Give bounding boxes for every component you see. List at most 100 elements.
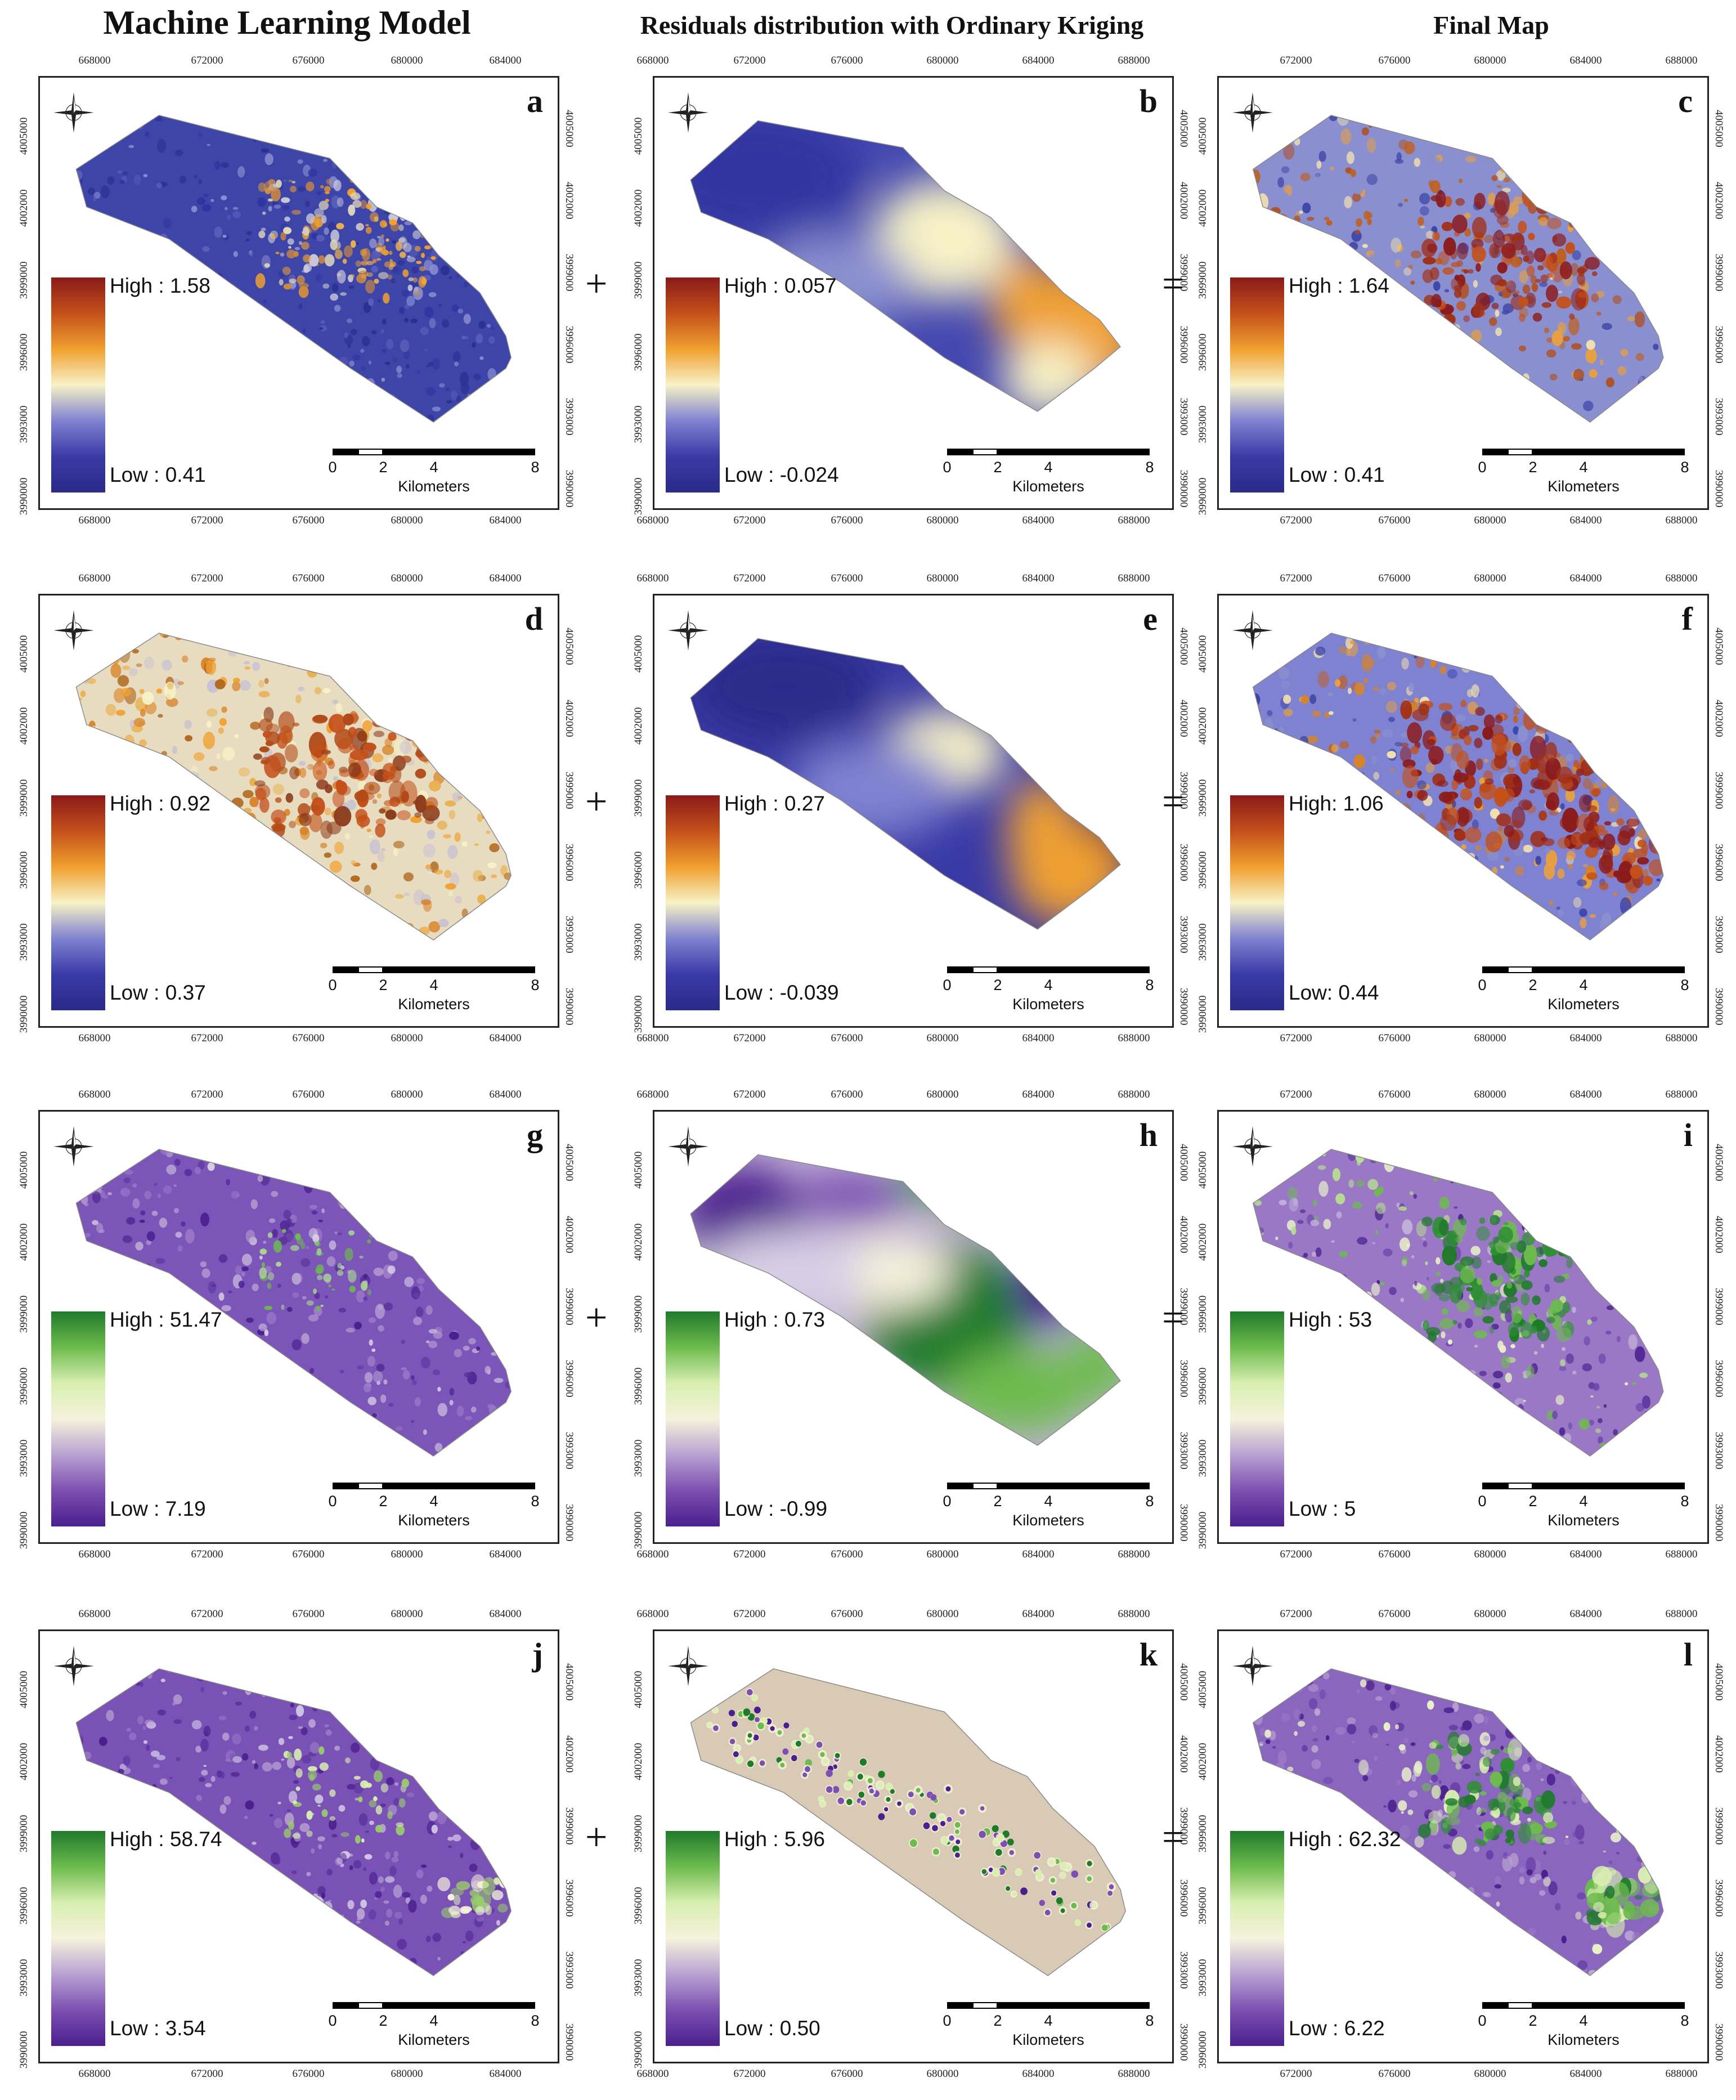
scale-bar-number: 0 bbox=[943, 1493, 952, 1510]
x-tick-bottom: 676000 bbox=[831, 514, 863, 526]
scale-bar-unit: Kilometers bbox=[1547, 2031, 1620, 2048]
y-tick-left: 3996000 bbox=[633, 333, 644, 371]
x-tick-bottom: 676000 bbox=[1378, 1548, 1411, 1560]
x-tick-bottom: 668000 bbox=[78, 514, 111, 526]
x-tick-top: 676000 bbox=[831, 55, 863, 66]
x-tick-bottom: 676000 bbox=[292, 1548, 325, 1560]
x-tick-bottom: 680000 bbox=[1474, 1548, 1506, 1560]
y-tick-right: 3999000 bbox=[563, 1288, 575, 1326]
y-tick-right: 3996000 bbox=[1713, 326, 1725, 364]
legend: High : 0.73 Low : -0.99 bbox=[654, 1308, 936, 1531]
scale-bar-number: 8 bbox=[1145, 2012, 1154, 2029]
panel-letter: j bbox=[532, 1636, 543, 1673]
map-outline bbox=[1252, 1668, 1664, 1976]
y-tick-left: 3990000 bbox=[633, 1511, 644, 1550]
x-tick-bottom: 668000 bbox=[636, 514, 669, 526]
panel-letter: c bbox=[1678, 83, 1693, 119]
y-tick-right: 4002000 bbox=[563, 1216, 575, 1253]
y-tick-left: 4005000 bbox=[1197, 117, 1209, 155]
y-tick-left: 4002000 bbox=[18, 189, 30, 227]
scale-bar-segment bbox=[998, 966, 1048, 973]
y-tick-left: 3996000 bbox=[633, 1367, 644, 1405]
y-tick-right: 3993000 bbox=[563, 1951, 575, 1989]
y-tick-right: 4005000 bbox=[563, 1663, 575, 1701]
scale-bar-segment bbox=[358, 966, 383, 973]
y-tick-right: 3990000 bbox=[1713, 2023, 1725, 2061]
y-tick-left: 3999000 bbox=[18, 261, 30, 299]
y-tick-left: 3990000 bbox=[18, 477, 30, 516]
y-tick-left: 4005000 bbox=[633, 1151, 644, 1189]
y-tick-left: 4002000 bbox=[1197, 189, 1209, 227]
scale-bar: 0 2 4 8 Kilometers bbox=[943, 2000, 1154, 2048]
y-tick-right: 4005000 bbox=[563, 628, 575, 665]
legend-color-ramp bbox=[51, 795, 105, 1010]
scale-bar-segment bbox=[358, 449, 383, 455]
x-tick-top: 668000 bbox=[78, 1608, 111, 1620]
y-tick-left: 3999000 bbox=[18, 1295, 30, 1333]
legend-color-ramp bbox=[666, 277, 720, 492]
x-tick-bottom: 668000 bbox=[636, 2068, 669, 2080]
y-tick-left: 4002000 bbox=[633, 707, 644, 745]
y-tick-right: 3990000 bbox=[1713, 1504, 1725, 1542]
y-tick-left: 4002000 bbox=[1197, 707, 1209, 745]
panel-letter: f bbox=[1681, 601, 1693, 637]
y-tick-right: 4002000 bbox=[1178, 700, 1190, 737]
x-tick-bottom: 684000 bbox=[1022, 2068, 1055, 2080]
y-tick-right: 3996000 bbox=[1178, 844, 1190, 881]
x-tick-top: 676000 bbox=[1378, 572, 1411, 584]
plus-operator: + bbox=[585, 780, 608, 823]
legend-low-label: Low : 7.19 bbox=[110, 1497, 206, 1520]
x-tick-top: 684000 bbox=[1022, 572, 1055, 584]
scale-bar-segment bbox=[383, 1483, 434, 1489]
scale-bar-segment bbox=[998, 1483, 1048, 1489]
scale-bar-segment bbox=[358, 2002, 383, 2009]
map-outline bbox=[75, 1149, 512, 1457]
y-tick-right: 3996000 bbox=[1178, 1879, 1190, 1917]
scale-bar: 0 2 4 8 Kilometers bbox=[1478, 446, 1689, 495]
panel-letter: l bbox=[1683, 1636, 1693, 1673]
y-tick-right: 3990000 bbox=[1713, 988, 1725, 1026]
scale-bar-segment bbox=[1048, 966, 1150, 973]
legend-low-label: Low : 6.22 bbox=[1289, 2017, 1385, 2040]
y-tick-right: 3990000 bbox=[1178, 988, 1190, 1026]
scale-bar-number: 0 bbox=[943, 2012, 952, 2029]
x-tick-top: 668000 bbox=[78, 572, 111, 584]
x-tick-bottom: 684000 bbox=[489, 514, 522, 526]
scale-bar-number: 0 bbox=[943, 977, 952, 993]
y-tick-right: 4002000 bbox=[1713, 1216, 1725, 1253]
y-tick-right: 4002000 bbox=[1713, 700, 1725, 737]
y-tick-left: 3996000 bbox=[18, 1367, 30, 1405]
map-raster-view bbox=[1252, 115, 1664, 423]
x-tick-top: 680000 bbox=[926, 55, 959, 66]
y-tick-left: 3999000 bbox=[633, 779, 644, 817]
legend-color-ramp bbox=[1230, 1311, 1284, 1526]
x-tick-bottom: 672000 bbox=[733, 514, 766, 526]
x-tick-bottom: 672000 bbox=[733, 1032, 766, 1044]
x-tick-bottom: 668000 bbox=[78, 1548, 111, 1560]
y-tick-right: 3990000 bbox=[563, 988, 575, 1026]
x-tick-bottom: 688000 bbox=[1665, 514, 1698, 526]
scale-bar-segment bbox=[383, 449, 434, 455]
y-tick-left: 4005000 bbox=[18, 117, 30, 155]
scale-bar-number: 2 bbox=[993, 459, 1002, 476]
x-tick-bottom: 684000 bbox=[1569, 1032, 1602, 1044]
x-tick-bottom: 684000 bbox=[489, 1548, 522, 1560]
legend-high-label: High : 5.96 bbox=[724, 1828, 825, 1851]
x-tick-top: 676000 bbox=[292, 1608, 325, 1620]
y-tick-right: 4002000 bbox=[1713, 182, 1725, 220]
map-outline bbox=[690, 120, 1121, 412]
y-tick-left: 4002000 bbox=[1197, 1223, 1209, 1261]
y-tick-right: 3990000 bbox=[1713, 470, 1725, 508]
x-tick-top: 676000 bbox=[831, 1089, 863, 1100]
scale-bar-segment bbox=[1482, 1483, 1508, 1489]
scale-bar-segment bbox=[1482, 966, 1508, 973]
map-frame: j High : 58.74 Low : 3.54 0 2 4 8 Kilometers bbox=[38, 1629, 559, 2063]
x-tick-bottom: 684000 bbox=[1569, 514, 1602, 526]
x-tick-bottom: 672000 bbox=[733, 1548, 766, 1560]
y-tick-left: 3999000 bbox=[1197, 779, 1209, 817]
scale-bar-unit: Kilometers bbox=[398, 2031, 470, 2048]
y-tick-left: 4002000 bbox=[633, 1743, 644, 1781]
y-tick-left: 4005000 bbox=[1197, 1151, 1209, 1189]
y-tick-left: 3996000 bbox=[1197, 1367, 1209, 1405]
x-tick-bottom: 672000 bbox=[191, 1032, 223, 1044]
